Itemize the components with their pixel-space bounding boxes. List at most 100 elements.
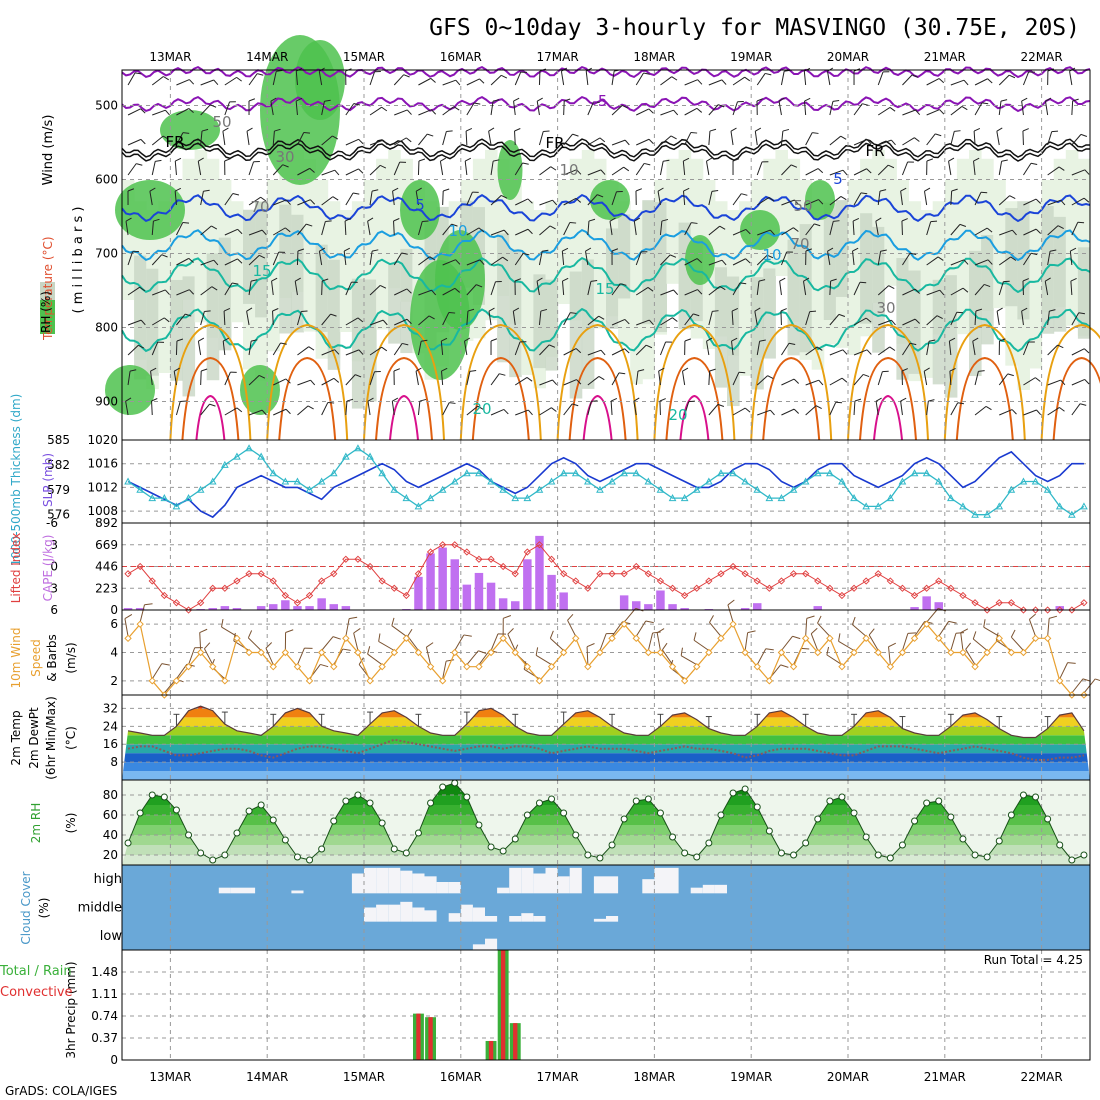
wind-barb [633, 221, 637, 236]
slp-tick-label: 1012 [87, 480, 118, 494]
wind-barb [345, 168, 359, 176]
wind-barb-flag [887, 164, 895, 169]
wind-barb-flag [597, 194, 604, 198]
wind-barb [950, 633, 957, 651]
wind-speed-point [487, 648, 495, 657]
wind-barb [852, 220, 855, 236]
wind-barb-flag [1036, 409, 1042, 416]
wind-barb-flag [739, 282, 747, 285]
wind-barb-flag [840, 135, 847, 140]
rh-point [898, 841, 906, 849]
wind-barb-flag [866, 349, 872, 355]
wind-barb [756, 161, 763, 176]
thickness-point [136, 485, 144, 493]
wind-barb [781, 342, 790, 356]
cloud-cell-middle [364, 907, 377, 922]
ylabel-slp: SLP (mb) [41, 453, 55, 507]
cape-bar [474, 572, 484, 610]
wind-barb [538, 131, 544, 146]
wind-barb [369, 191, 373, 206]
wind-barb-flag [514, 128, 521, 132]
thickness-point [680, 494, 689, 502]
wind-barb [926, 315, 938, 326]
wind-barb-flag [427, 133, 434, 137]
wind-barb-flag [523, 252, 530, 256]
wind-barb [781, 164, 792, 176]
wind-barb [536, 101, 540, 116]
ylabel-6hr-minmax: (6hr Min/Max) [44, 696, 58, 780]
wind-barb [708, 286, 721, 296]
rh-point [1007, 811, 1015, 819]
wind-speed-point [717, 634, 725, 643]
wind-speed-point [838, 662, 846, 671]
cloud-cell-middle [485, 916, 498, 922]
wind-barb [248, 73, 258, 86]
rh-point [463, 793, 471, 801]
precip-tick-label: 1.11 [91, 987, 118, 1001]
wind-barb-flag [954, 130, 961, 132]
rh-point [850, 809, 858, 817]
wind-barb [878, 319, 892, 326]
rh-point [620, 815, 628, 823]
pressure-tick-label: 600 [95, 173, 118, 187]
wind-barb [488, 131, 492, 146]
wind-barb [490, 373, 500, 386]
wind-barb [950, 106, 963, 116]
wind-barb-flag [127, 188, 135, 192]
x-tick-label-top: 20MAR [827, 50, 869, 64]
wind-barb-flag [585, 247, 592, 252]
wind-barb-flag [576, 379, 582, 385]
wind-barb-flag [937, 256, 944, 261]
rh-point [209, 856, 217, 864]
wind-barb [974, 310, 977, 326]
wind-barb [176, 132, 184, 146]
cloud-cell-high [448, 882, 461, 894]
cloud-cell-high [291, 890, 304, 894]
wind-barb [442, 223, 452, 236]
wind-speed-point [451, 648, 459, 657]
wind-barb [246, 311, 250, 326]
wind-barb [877, 164, 889, 176]
wind-barb-flag [473, 102, 481, 105]
wind-barb [684, 79, 698, 86]
thickness-point [777, 494, 786, 502]
wind-barb [829, 101, 834, 116]
thickness-point [1043, 485, 1052, 493]
rh-point [705, 839, 713, 847]
wind-barb-flag [623, 166, 630, 172]
wind-barb [611, 166, 624, 176]
cape-bar [208, 608, 217, 610]
thickness-point [668, 494, 677, 502]
wind-barb-flag [635, 188, 643, 192]
wind-barb-flag [648, 108, 654, 114]
isotherm-5 [121, 193, 1091, 223]
wind-barb [1071, 100, 1074, 116]
rh-point [306, 856, 314, 864]
rh-point [874, 851, 882, 859]
wind-barb-flag [782, 128, 790, 132]
cape-bar [462, 584, 472, 610]
isotherm-minus5 [121, 95, 1091, 113]
wind-barb [224, 407, 238, 416]
wind-barb [1069, 71, 1073, 86]
wind-barb [1047, 225, 1059, 236]
wind-barb-flag [682, 367, 689, 372]
wind-barb-flag [488, 307, 495, 312]
wind-barb [442, 312, 450, 326]
wind-barb-flag [295, 97, 303, 102]
wind-barb-flag [419, 398, 427, 402]
thickness-point [450, 477, 459, 485]
rh-point [390, 845, 398, 853]
wind-barb-flag [441, 367, 448, 372]
wind-barb-flag [469, 369, 477, 372]
wind-barb-flag [888, 642, 896, 648]
wind-barb [272, 310, 274, 326]
wind-barb-flag [779, 277, 786, 282]
wind-barb-flag [405, 137, 412, 143]
wind-barb [176, 79, 190, 86]
wind-speed-point [1056, 677, 1064, 685]
cape-bar [281, 600, 290, 610]
rh-shade-mid [932, 279, 946, 385]
wind-speed-point [935, 634, 943, 643]
wind-speed-point [523, 662, 532, 671]
